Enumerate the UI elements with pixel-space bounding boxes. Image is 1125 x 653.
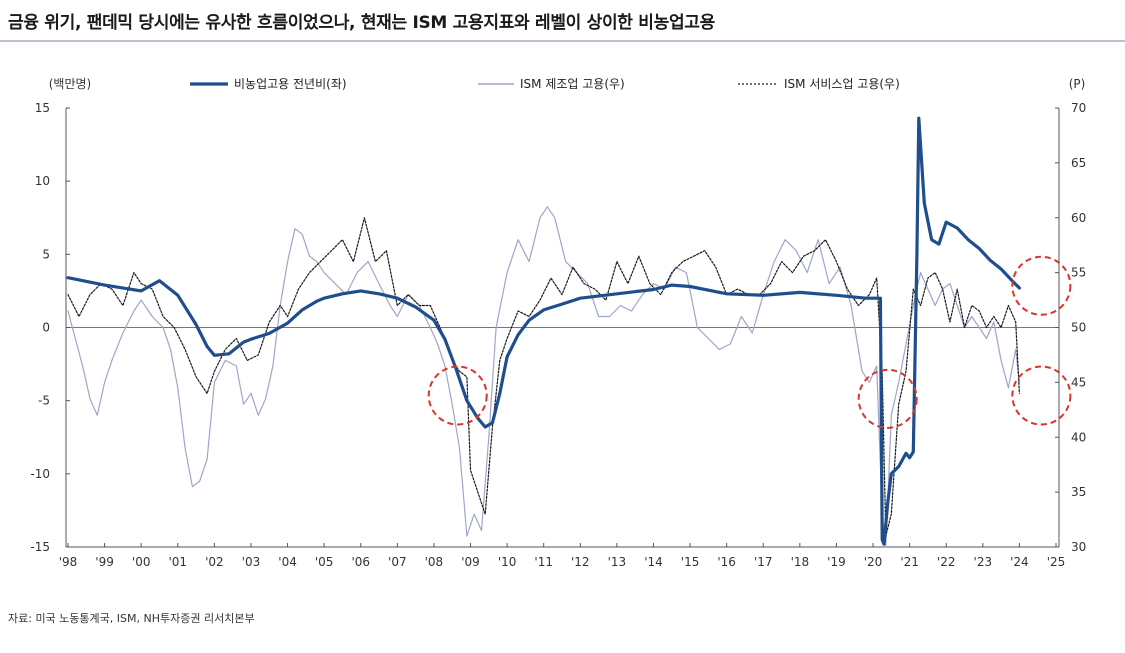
series-line-ism-svc <box>67 217 1020 537</box>
title-divider <box>0 40 1125 42</box>
x-tick-label: '00 <box>132 555 151 569</box>
right-tick-label: 30 <box>1071 540 1086 554</box>
x-tick-label: '04 <box>278 555 297 569</box>
left-tick-label: -15 <box>30 540 50 554</box>
legend: 비농업고용 전년비(좌) ISM 제조업 고용(우) ISM 서비스업 고용(우… <box>190 77 900 91</box>
x-tick-label: '08 <box>425 555 444 569</box>
left-tick-label: 10 <box>35 174 50 188</box>
source-note: 자료: 미국 노동통계국, ISM, NH투자증권 리서치본부 <box>8 612 255 625</box>
highlight-circle <box>427 365 488 426</box>
x-tick-label: '22 <box>937 555 956 569</box>
highlight-circles <box>427 255 1072 429</box>
x-tick-label: '21 <box>900 555 919 569</box>
right-tick-label: 45 <box>1071 375 1086 389</box>
right-tick-label: 60 <box>1071 211 1086 225</box>
x-tick-label: '98 <box>59 555 78 569</box>
legend-label-nfp: 비농업고용 전년비(좌) <box>234 77 347 91</box>
page-title: 금융 위기, 팬데믹 당시에는 유사한 흐름이었으나, 현재는 ISM 고용지표… <box>8 13 715 33</box>
x-tick-label: '09 <box>461 555 480 569</box>
left-tick-label: 5 <box>42 247 50 261</box>
axes: 151050-5-10-15706560555045403530'98'99'0… <box>30 101 1086 569</box>
left-axis-unit: (백만명) <box>49 77 91 91</box>
series-line-ism-mfg <box>67 206 1020 548</box>
right-tick-label: 40 <box>1071 430 1086 444</box>
x-tick-label: '07 <box>388 555 407 569</box>
right-tick-label: 35 <box>1071 485 1086 499</box>
legend-label-ism-mfg: ISM 제조업 고용(우) <box>520 77 625 91</box>
x-tick-label: '11 <box>534 555 553 569</box>
x-tick-label: '17 <box>754 555 773 569</box>
legend-label-ism-svc: ISM 서비스업 고용(우) <box>784 77 900 91</box>
x-tick-label: '99 <box>95 555 114 569</box>
x-tick-label: '14 <box>644 555 663 569</box>
series-line-nfp <box>66 116 1021 546</box>
x-tick-label: '20 <box>864 555 883 569</box>
x-tick-label: '02 <box>205 555 224 569</box>
highlight-circle <box>1011 365 1072 426</box>
x-tick-label: '13 <box>608 555 627 569</box>
x-tick-label: '18 <box>791 555 810 569</box>
left-tick-label: -5 <box>38 394 50 408</box>
right-tick-label: 55 <box>1071 266 1086 280</box>
right-tick-label: 50 <box>1071 321 1086 335</box>
right-tick-label: 70 <box>1071 101 1086 115</box>
x-tick-label: '03 <box>242 555 261 569</box>
left-tick-label: -10 <box>30 467 50 481</box>
x-tick-label: '19 <box>827 555 846 569</box>
x-tick-label: '05 <box>315 555 334 569</box>
plot-area <box>66 116 1021 548</box>
x-tick-label: '25 <box>1047 555 1066 569</box>
x-tick-label: '01 <box>168 555 187 569</box>
x-tick-label: '23 <box>974 555 993 569</box>
left-tick-label: 0 <box>42 321 50 335</box>
x-tick-label: '16 <box>717 555 736 569</box>
x-tick-label: '24 <box>1010 555 1029 569</box>
x-tick-label: '06 <box>351 555 370 569</box>
x-tick-label: '15 <box>681 555 700 569</box>
left-tick-label: 15 <box>35 101 50 115</box>
x-tick-label: '10 <box>498 555 517 569</box>
right-tick-label: 65 <box>1071 156 1086 170</box>
highlight-circle <box>1011 255 1072 316</box>
x-tick-label: '12 <box>571 555 590 569</box>
highlight-circle <box>857 368 918 429</box>
right-axis-unit: (P) <box>1069 77 1086 91</box>
